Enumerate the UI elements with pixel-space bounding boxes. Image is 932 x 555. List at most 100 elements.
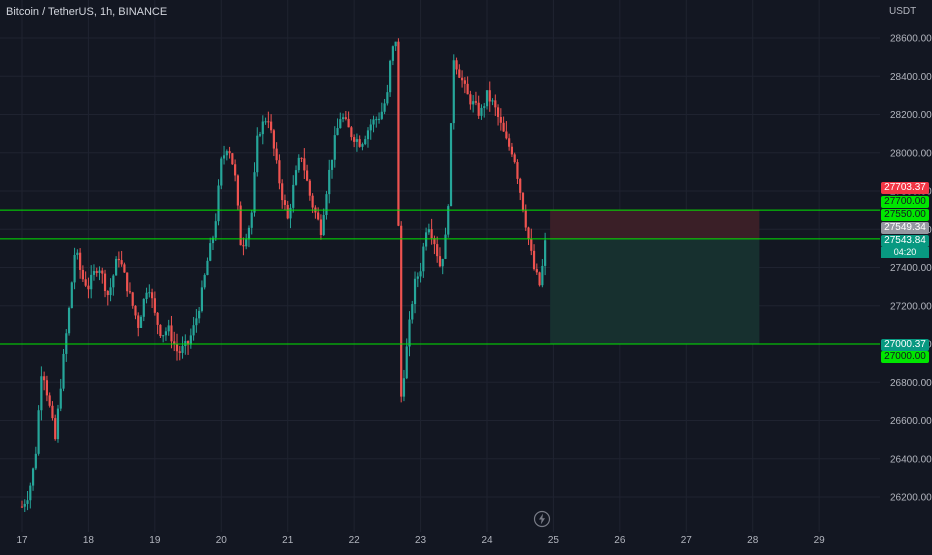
candle-body (375, 119, 378, 121)
candle-body (178, 351, 181, 353)
candle-body (535, 269, 538, 273)
y-tick-label: 27200.00 (890, 301, 932, 312)
candle-body (112, 275, 115, 288)
candle-body (253, 172, 256, 213)
candle-body (62, 353, 65, 389)
candle-body (283, 200, 287, 205)
candle-body (67, 307, 71, 334)
candle-body (270, 121, 273, 131)
candle-body (189, 335, 192, 345)
candle-body (466, 83, 469, 95)
candle-body (303, 158, 306, 171)
candle-body (308, 180, 311, 196)
candle-body (530, 238, 533, 251)
candle-body (281, 183, 284, 201)
candle-body (460, 77, 464, 81)
candle-body (328, 169, 331, 195)
candle-body (416, 276, 419, 279)
candle-body (496, 107, 500, 117)
candle-body (275, 148, 278, 161)
candle-body (234, 164, 237, 176)
candle-body (250, 212, 253, 228)
last-price-tag: 27543.84 (881, 235, 929, 247)
candle-body (516, 162, 519, 179)
candle-body (292, 184, 295, 208)
candle-body (386, 92, 389, 104)
candle-body (145, 292, 148, 300)
y-tick-label: 26600.00 (890, 416, 932, 427)
candle-body (186, 341, 190, 345)
candle-body (491, 100, 494, 102)
y-tick-label: 26400.00 (890, 454, 932, 465)
candle-body (422, 246, 425, 272)
candle-body (156, 312, 159, 325)
candle-body (305, 170, 309, 181)
candle-body (40, 376, 43, 411)
candle-body (211, 237, 215, 244)
candle-body (139, 316, 143, 328)
candle-body (532, 250, 536, 270)
candle-body (469, 94, 472, 105)
candle-body (242, 245, 245, 247)
candle-body (256, 135, 259, 173)
candle-body (441, 258, 444, 267)
candle-body (278, 160, 281, 184)
candle-body (150, 292, 154, 299)
x-tick-label: 26 (614, 535, 626, 546)
candle-body (311, 195, 314, 208)
candle-body (126, 272, 129, 292)
candle-body (452, 60, 455, 124)
candle-body (92, 271, 96, 275)
candle-body (123, 264, 126, 273)
candle-body (103, 273, 107, 292)
stop-price-tag: 27703.37 (881, 182, 929, 194)
candle-body (175, 343, 179, 352)
candle-body (26, 500, 29, 504)
candle-body (87, 285, 90, 290)
candle-body (419, 271, 422, 277)
lightning-icon[interactable] (533, 510, 551, 528)
candle-body (402, 378, 406, 397)
candle-body (485, 90, 489, 107)
candle-body (377, 118, 381, 120)
candle-body (361, 144, 364, 147)
candle-body (425, 232, 428, 247)
candle-body (400, 225, 403, 397)
candle-body (519, 178, 522, 193)
candle-body (214, 221, 217, 238)
candle-body (458, 69, 461, 78)
candle-body (347, 118, 350, 128)
candle-body (455, 60, 458, 70)
candle-body (90, 274, 93, 290)
candle-body (477, 102, 480, 116)
candle-body (137, 315, 140, 328)
candle-body (20, 506, 24, 508)
candle-body (436, 244, 439, 257)
candle-body (336, 128, 339, 136)
candle-body (222, 155, 226, 159)
x-tick-label: 27 (681, 535, 693, 546)
level-price-tag-entry: 27550.00 (881, 209, 929, 221)
candle-body (408, 319, 411, 347)
candle-body (206, 260, 209, 276)
candle-body (505, 131, 508, 139)
candle-body (45, 380, 49, 396)
candle-body (98, 270, 101, 273)
candle-body (397, 41, 400, 226)
candle-body (148, 292, 151, 294)
candle-body (51, 405, 54, 419)
candle-body (544, 240, 547, 266)
candle-body (37, 410, 40, 454)
candle-body (236, 175, 239, 206)
y-tick-label: 26800.00 (890, 378, 932, 389)
candle-body (31, 468, 35, 486)
candle-body (294, 170, 298, 185)
x-tick-label: 22 (349, 535, 361, 546)
axis-unit-label: USDT (889, 6, 917, 17)
level-price-tag-lower: 27000.00 (881, 351, 929, 363)
candle-body (499, 116, 502, 123)
level-price-tag-upper: 27700.00 (881, 196, 929, 208)
candle-body (333, 135, 336, 160)
